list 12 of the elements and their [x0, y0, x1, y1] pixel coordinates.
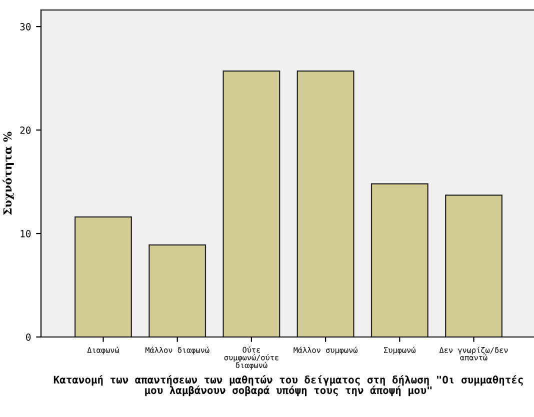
y-tick-label: 10	[20, 230, 31, 238]
y-tick-label: 0	[26, 334, 31, 341]
bar	[74, 216, 132, 337]
bar	[445, 194, 502, 337]
y-axis-title: Συχνότητα %	[2, 132, 14, 216]
x-axis-title: Κατανομή των απαντήσεων των μαθητών του δείγματος στη δήλωση "Οι συμμαθητές μου λαμβάνουν σοβαρά υπόψη τους την άποψή μου"	[54, 375, 523, 396]
bar	[296, 70, 354, 337]
y-tick-label: 30	[20, 23, 31, 30]
y-tick-label: 20	[20, 126, 31, 134]
bar	[222, 70, 280, 337]
bar	[148, 244, 206, 337]
bar	[370, 183, 428, 337]
